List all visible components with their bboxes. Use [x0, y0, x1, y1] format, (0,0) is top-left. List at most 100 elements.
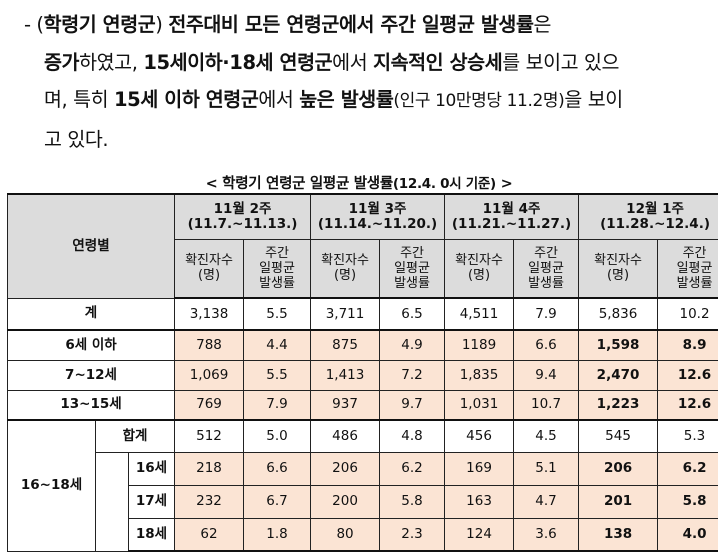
summary-line-3: 며, 특히 15세 이하 연령군에서 높은 발생률(인구 10만명당 11.2명…: [44, 88, 623, 111]
table-cell: 5.8: [657, 484, 718, 519]
table-cell: 8.9: [657, 329, 718, 361]
confirmed-header: 확진자수 (명): [444, 238, 515, 299]
rate-header: 주간 일평균 발생률: [243, 238, 312, 299]
table-cell: 5.8: [379, 484, 446, 519]
table-cell: 10.2: [657, 297, 718, 331]
rate-header: 주간 일평균 발생률: [513, 238, 580, 299]
confirmed-header: 확진자수 (명): [310, 238, 381, 299]
table-cell: 4.4: [243, 329, 312, 361]
header-row-weeks: 연령별 11월 2주 (11.7.~11.13.) 11월 3주 (11.14.~1…: [6, 193, 718, 299]
table-cell: 1,031: [444, 389, 515, 421]
row-label: 7~12세: [6, 359, 176, 391]
summary-line-4: 고 있다.: [44, 127, 109, 151]
table-row-under6: 6세 이하 788 4.4 875 4.9 1189 6.6 1,598 8.9: [6, 329, 718, 361]
table-cell: 1.8: [243, 517, 312, 552]
rate-header: 주간 일평균 발생률: [379, 238, 446, 299]
table-cell: 788: [174, 329, 245, 361]
table-cell: 138: [578, 517, 659, 552]
table-cell: 4.0: [657, 517, 718, 552]
table-cell: 1,223: [578, 389, 659, 421]
table-cell: 6.6: [243, 451, 312, 486]
table-row-13-15: 13~15세 769 7.9 937 9.7 1,031 10.7 1,223 …: [6, 389, 718, 421]
summary-line-1: - (학령기 연령군) 전주대비 모든 연령군에서 주간 일평균 발생률은: [24, 13, 552, 36]
table-cell: 6.6: [513, 329, 580, 361]
table-cell: 3,711: [310, 297, 381, 331]
table-cell: 5.5: [243, 297, 312, 331]
row-label: 합계: [94, 419, 176, 453]
table-cell: 5.3: [657, 419, 718, 453]
row-label: 6세 이하: [6, 329, 176, 361]
table-cell: 875: [310, 329, 381, 361]
week-header-4: 12월 1주 (11.28.~12.4.): [578, 193, 718, 240]
row-group-label: 16~18세: [7, 419, 96, 552]
table-cell: 12.6: [657, 359, 718, 391]
table-row-17: 17세 232 6.7 200 5.8 163 4.7 201 5.8: [8, 484, 718, 519]
incidence-table: 연령별 11월 2주 (11.7.~11.13.) 11월 3주 (11.14.~1…: [6, 193, 718, 552]
table-cell: 6.2: [379, 451, 446, 486]
table-cell: 62: [174, 517, 245, 552]
table-cell: 206: [310, 451, 381, 486]
table-cell: 4.8: [379, 419, 446, 453]
row-label: 16세: [127, 451, 176, 486]
table-cell: 80: [310, 517, 381, 552]
table-cell: 218: [174, 451, 245, 486]
table-caption: < 학령기 연령군 일평균 발생률(12.4. 0시 기준) >: [205, 176, 513, 192]
table-row-7-12: 7~12세 1,069 5.5 1,413 7.2 1,835 9.4 2,47…: [6, 359, 718, 391]
table-cell: 6.7: [243, 484, 312, 519]
table-cell: 5.0: [243, 419, 312, 453]
table-cell: 201: [578, 484, 659, 519]
table-cell: 5.5: [243, 359, 312, 391]
table-cell: 9.7: [379, 389, 446, 421]
table-cell: 5.1: [513, 451, 580, 486]
table-cell: 232: [174, 484, 245, 519]
age-group-header: 연령별: [6, 193, 176, 299]
table-cell: 1,413: [310, 359, 381, 391]
summary-line-2: 증가하였고, 15세이하·18세 연령군에서 지속적인 상승세를 보이고 있으: [44, 50, 620, 74]
row-label: 13~15세: [6, 389, 176, 421]
table-cell: 2,470: [578, 359, 659, 391]
week-header-2: 11월 3주 (11.14.~11.20.): [310, 193, 446, 240]
table-cell: 206: [578, 451, 659, 486]
confirmed-header: 확진자수 (명): [578, 238, 659, 299]
table-cell: 456: [444, 419, 515, 453]
table-cell: 1,069: [174, 359, 245, 391]
indent-cell: [95, 451, 129, 552]
table-cell: 10.7: [513, 389, 580, 421]
table-row-18: 18세 62 1.8 80 2.3 124 3.6 138 4.0: [8, 517, 718, 552]
table-cell: 1,835: [444, 359, 515, 391]
table-row-16: 16세 218 6.6 206 6.2 169 5.1 206 6.2: [8, 451, 718, 552]
table-row-16-18-total: 16~18세 합계 512 5.0 486 4.8 456 4.5 545 5.…: [7, 419, 718, 552]
table-cell: 2.3: [379, 517, 446, 552]
table-cell: 6.5: [379, 297, 446, 331]
table-cell: 937: [310, 389, 381, 421]
summary-paragraph: - (학령기 연령군) 전주대비 모든 연령군에서 주간 일평균 발생률은 증가…: [24, 6, 708, 158]
table-cell: 12.6: [657, 389, 718, 421]
table-cell: 4.9: [379, 329, 446, 361]
row-label: 18세: [127, 517, 176, 552]
table-cell: 1189: [444, 329, 515, 361]
table-cell: 7.9: [243, 389, 312, 421]
table-cell: 512: [174, 419, 245, 453]
table-cell: 769: [174, 389, 245, 421]
table-cell: 1,598: [578, 329, 659, 361]
rate-header: 주간 일평균 발생률: [657, 238, 718, 299]
table-cell: 124: [444, 517, 515, 552]
row-label: 계: [6, 297, 176, 331]
table-cell: 4.7: [513, 484, 580, 519]
confirmed-header: 확진자수 (명): [174, 238, 245, 299]
table-cell: 486: [310, 419, 381, 453]
table-cell: 9.4: [513, 359, 580, 391]
table-cell: 7.2: [379, 359, 446, 391]
table-cell: 3,138: [174, 297, 245, 331]
table-cell: 7.9: [513, 297, 580, 331]
table-cell: 4.5: [513, 419, 580, 453]
table-cell: 6.2: [657, 451, 718, 486]
table-cell: 5,836: [578, 297, 659, 331]
row-label: 17세: [127, 484, 176, 519]
table-cell: 169: [444, 451, 515, 486]
table-cell: 4,511: [444, 297, 515, 331]
week-header-1: 11월 2주 (11.7.~11.13.): [174, 193, 312, 240]
header-row-metrics: 확진자수 (명) 주간 일평균 발생률 확진자수 (명) 주간 일평균 발생률 확진자수 (명…: [8, 238, 718, 299]
table-cell: 163: [444, 484, 515, 519]
table-cell: 545: [578, 419, 659, 453]
